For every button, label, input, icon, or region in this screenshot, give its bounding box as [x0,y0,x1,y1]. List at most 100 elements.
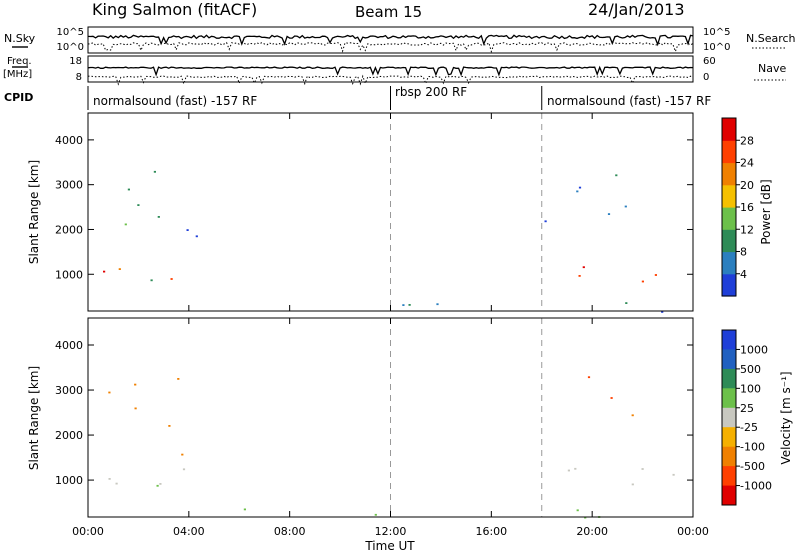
heatmap-cell [584,516,587,519]
x-tick-label: 08:00 [274,525,306,538]
cpid-segment-label: normalsound (fast) -157 RF [547,94,711,108]
colorbar-swatch [722,162,736,186]
nsearch-trace [87,41,694,54]
colorbar-swatch [722,388,736,409]
nave-tick-bottom: 0 [703,72,709,83]
heatmap-cell [168,425,171,427]
date-title: 24/Jan/2013 [588,0,685,19]
velocity-heatmap-panel: 1000 2000 3000 4000 Slant Range [km] 1000 50… [27,317,793,519]
colorbar-swatch [722,407,736,428]
heatmap-cell [631,483,634,486]
station-title: King Salmon (fitACF) [92,0,257,19]
velocity-y-label: Slant Range [km] [27,366,41,470]
heatmap-cell [576,509,579,512]
colorbar-tick-label: -1000 [740,480,772,493]
heatmap-cell [672,473,675,476]
colorbar-swatch [722,207,736,230]
colorbar-tick-label: -25 [740,421,758,434]
heatmap-cell [156,484,159,487]
colorbar-tick-label: 100 [740,382,761,395]
colorbar-swatch [722,368,736,389]
heatmap-cell [115,482,118,485]
nsky-trace [87,34,694,47]
heatmap-cell [134,383,137,386]
colorbar-swatch [722,349,736,370]
colorbar-tick-label: 8 [740,246,747,259]
velocity-y-axis: 1000 2000 3000 4000 [55,339,693,487]
colorbar-swatch [722,118,736,141]
colorbar-swatch [722,427,736,448]
freq-panel: Freq. [MHz] 18 8 60 0 Nave [3,55,786,86]
nsky-frame [87,26,694,54]
heatmap-cell [615,174,618,177]
heatmap-cell [153,170,156,173]
heatmap-cell [134,407,137,410]
heatmap-cell [578,186,582,189]
y-tick-label: 3000 [55,179,83,192]
nsky-tick-bottom: 10^0 [57,42,84,53]
heatmap-cell [408,304,411,306]
beam-title: Beam 15 [355,3,422,21]
x-tick-label: 16:00 [475,525,507,538]
freq-frame [87,55,694,83]
heatmap-cell [157,216,160,218]
heatmap-cell [103,270,106,273]
cpid-segment-label: rbsp 200 RF [395,85,467,99]
power-heatmap-panel: 1000 2000 3000 4000 Slant Range [km] 4 8 12 16… [27,112,773,313]
heatmap-cell [150,279,153,282]
nsky-panel: N.Sky 10^5 10^0 10^5 10^0 N.Search [4,26,796,54]
heatmap-cell [610,397,613,399]
power-colorbar: 4 8 12 16 20 24 28 [721,117,754,297]
colorbar-tick-label: 12 [740,223,754,236]
heatmap-cell [641,280,644,283]
colorbar-swatch [722,446,736,467]
colorbar-tick-label: 4 [740,268,747,281]
heatmap-cell [641,468,644,470]
heatmap-cell [108,478,111,480]
heatmap-cell [177,378,180,380]
heatmap-cell [137,204,140,206]
heatmap-cell [661,311,664,313]
heatmap-cell [170,278,173,280]
cpid-label: CPID [4,91,33,104]
nsky-label: N.Sky [4,32,36,45]
velocity-colorbar: 1000 500 100 25 -25 -100 -500 -1000 [721,329,772,506]
heatmap-cell [243,508,246,511]
colorbar-tick-label: 20 [740,179,754,192]
colorbar-swatch [722,229,736,253]
nsearch-label: N.Search [746,32,796,45]
power-y-label: Slant Range [km] [27,160,41,264]
y-tick-label: 4000 [55,339,83,352]
colorbar-swatch [722,466,736,486]
heatmap-cell [576,190,579,193]
heatmap-cell [118,268,121,270]
y-tick-label: 4000 [55,134,83,147]
freq-tick-bottom: 8 [76,72,82,83]
freq-unit: [MHz] [3,69,32,80]
heatmap-cell [181,453,184,456]
colorbar-tick-label: -500 [740,460,765,473]
heatmap-cell [182,468,186,471]
time-x-axis: 00:00 04:00 08:00 12:00 16:00 20:00 00:00 [72,113,709,538]
colorbar-swatch [722,140,736,164]
y-tick-label: 2000 [55,223,83,236]
x-tick-label: 12:00 [375,525,407,538]
colorbar-tick-label: 28 [740,134,754,147]
colorbar-tick-label: 1000 [740,343,768,356]
colorbar-swatch [722,330,736,350]
freq-label: Freq. [7,56,32,67]
nave-trace [87,74,694,86]
x-tick-label: 04:00 [173,525,205,538]
heatmap-cell [607,213,611,215]
y-tick-label: 1000 [55,474,83,487]
y-tick-label: 3000 [55,384,83,397]
colorbar-swatch [722,184,736,208]
heatmap-cell [402,304,405,306]
heatmap-cell [186,229,189,231]
heatmap-cell [654,274,657,276]
heatmap-cell [582,266,585,269]
colorbar-tick-label: 16 [740,201,754,214]
cpid-row: CPID normalsound (fast) -157 RF rbsp 200… [4,85,711,110]
colorbar-tick-label: 24 [740,157,754,170]
nave-label: Nave [758,62,786,75]
